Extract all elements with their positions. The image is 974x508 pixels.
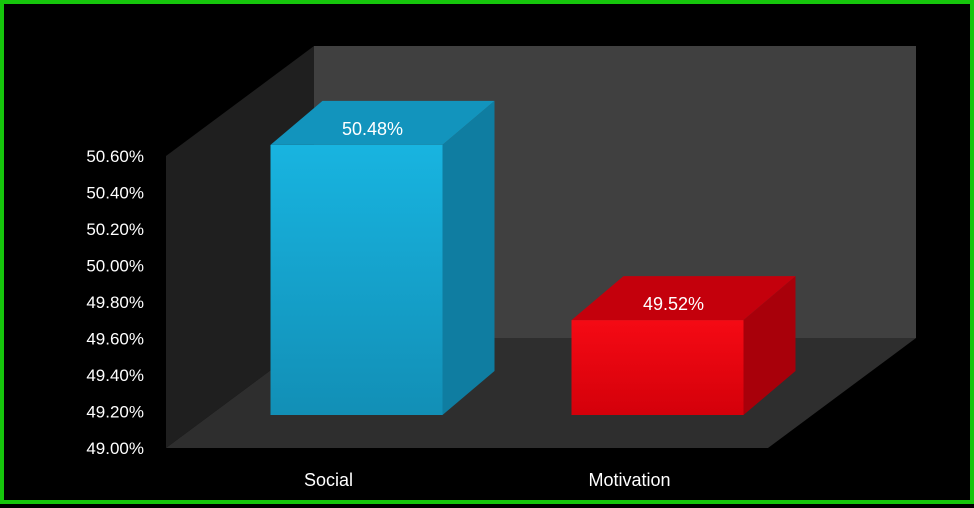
bars: 50.48% 49.52%: [270, 100, 796, 416]
bar-front: [571, 320, 744, 415]
y-axis-ticks: 49.00% 49.20% 49.40% 49.60% 49.80% 50.00% 50.2…: [86, 147, 144, 458]
y-tick-label: 49.60%: [86, 330, 144, 349]
data-label: 50.48%: [342, 119, 403, 139]
bar-front: [270, 144, 443, 415]
y-tick-label: 49.20%: [86, 403, 144, 422]
bar-motivation: 49.52%: [571, 276, 796, 415]
bar-top: [270, 100, 495, 145]
y-tick-label: 50.00%: [86, 257, 144, 276]
bar-social: 50.48%: [270, 100, 495, 416]
y-tick-label: 50.40%: [86, 184, 144, 203]
bar-side: [743, 276, 796, 415]
x-category-label: Social: [304, 470, 353, 490]
bar-side: [442, 100, 495, 416]
x-category-label: Motivation: [588, 470, 670, 490]
y-tick-label: 50.60%: [86, 147, 144, 166]
y-tick-label: 49.40%: [86, 366, 144, 385]
x-axis-categories: Social Motivation: [304, 470, 671, 490]
y-tick-label: 49.00%: [86, 439, 144, 458]
y-tick-label: 50.20%: [86, 220, 144, 239]
data-label: 49.52%: [643, 294, 704, 314]
y-tick-label: 49.80%: [86, 293, 144, 312]
chart-plot: 50.48%49.52% 49.00%49.20%49.40%49.60%49.…: [86, 46, 916, 490]
bar-top: [571, 276, 796, 321]
